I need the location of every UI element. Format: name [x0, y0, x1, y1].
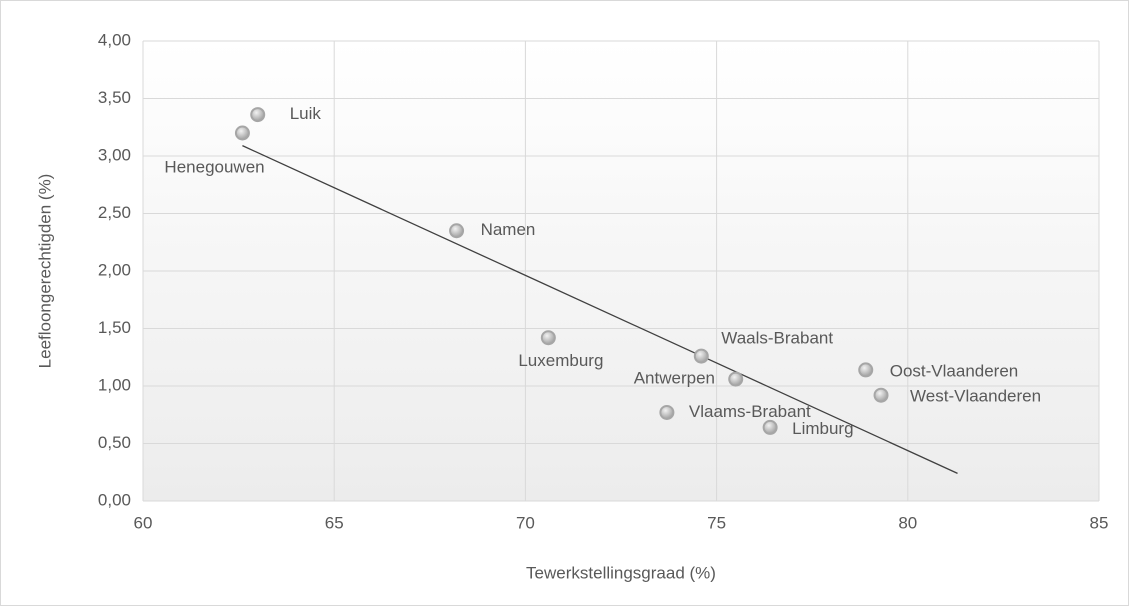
- y-tick-label: 3,50: [98, 88, 131, 107]
- data-point: [659, 404, 675, 420]
- data-point: [762, 419, 778, 435]
- y-tick-label: 1,50: [98, 318, 131, 337]
- data-label: Antwerpen: [634, 369, 715, 388]
- y-tick-label: 1,00: [98, 375, 131, 394]
- data-label: Namen: [481, 220, 536, 239]
- data-point: [728, 371, 744, 387]
- y-tick-label: 0,00: [98, 490, 131, 509]
- trendline: [242, 145, 958, 474]
- x-tick-label: 75: [707, 513, 726, 532]
- y-tick-label: 2,00: [98, 260, 131, 279]
- data-point: [873, 387, 889, 403]
- data-label: Oost-Vlaanderen: [890, 361, 1019, 380]
- data-point: [250, 107, 266, 123]
- y-tick-label: 4,00: [98, 30, 131, 49]
- data-label: Waals-Brabant: [721, 329, 833, 348]
- x-axis-title: Tewerkstellingsgraad (%): [526, 563, 716, 582]
- data-point: [858, 362, 874, 378]
- data-label: Luxemburg: [518, 351, 603, 370]
- data-label: Limburg: [792, 419, 853, 438]
- data-point: [449, 223, 465, 239]
- x-tick-label: 65: [325, 513, 344, 532]
- data-label: Henegouwen: [164, 157, 264, 176]
- y-tick-label: 0,50: [98, 433, 131, 452]
- x-tick-label: 60: [134, 513, 153, 532]
- data-point: [693, 348, 709, 364]
- data-point: [234, 125, 250, 141]
- data-label: West-Vlaanderen: [910, 387, 1041, 406]
- data-label: Luik: [290, 104, 322, 123]
- x-tick-label: 80: [898, 513, 917, 532]
- data-point: [540, 330, 556, 346]
- y-tick-label: 2,50: [98, 203, 131, 222]
- data-label: Vlaams-Brabant: [689, 402, 811, 421]
- y-axis-title: Leefloongerechtigden (%): [35, 174, 54, 369]
- x-tick-label: 70: [516, 513, 535, 532]
- y-tick-label: 3,00: [98, 145, 131, 164]
- x-tick-label: 85: [1090, 513, 1109, 532]
